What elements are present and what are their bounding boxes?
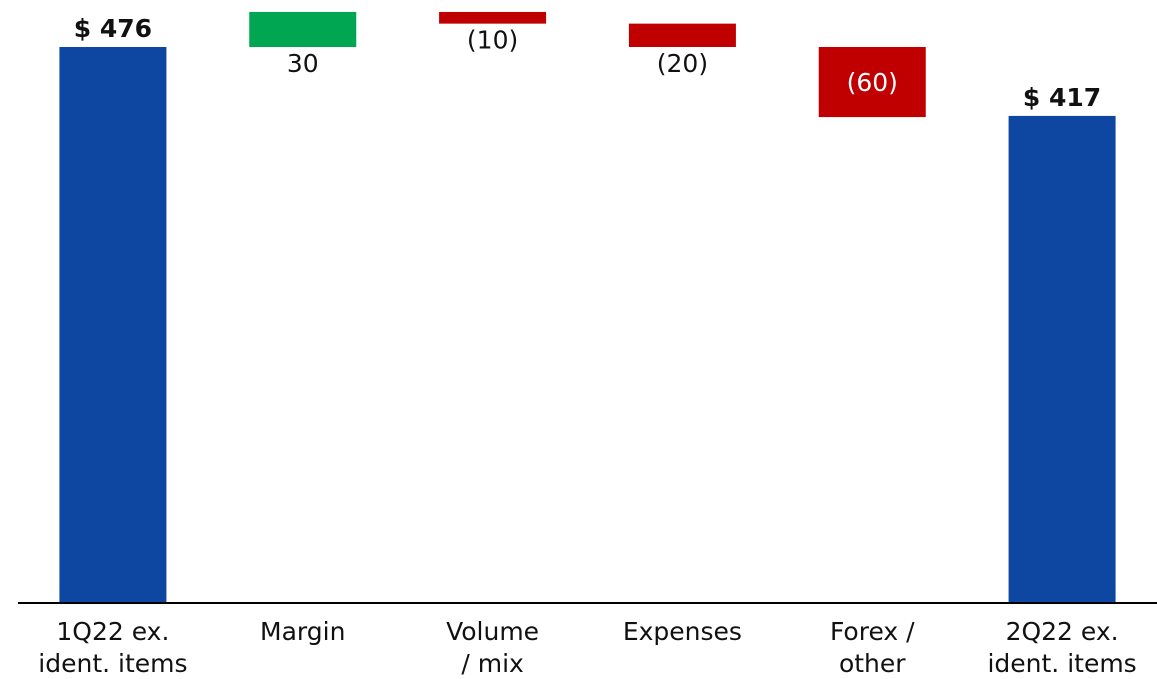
bar-3	[628, 23, 736, 47]
category-label-2-line-1: / mix	[461, 649, 523, 678]
data-label-1: 30	[287, 49, 319, 78]
category-labels-layer: 1Q22 ex. ident. items Margin Volume / mix Exp…	[38, 617, 1136, 678]
category-label-5-line-0: 2Q22 ex.	[1006, 617, 1119, 646]
bar-1	[249, 11, 357, 47]
category-label-4-line-1: other	[839, 649, 906, 678]
data-label-5: $ 417	[1023, 83, 1101, 112]
data-labels-layer: $ 476 30 (10) (20) (60) $ 417	[74, 14, 1101, 112]
data-label-2: (10)	[467, 26, 518, 55]
bar-5	[1008, 115, 1116, 604]
category-label-4-line-0: Forex /	[830, 617, 915, 646]
category-label-0-line-1: ident. items	[38, 649, 187, 678]
data-label-4: (60)	[847, 68, 898, 97]
category-label-0-line-0: 1Q22 ex.	[56, 617, 169, 646]
bars-layer	[59, 11, 1116, 604]
bar-4	[818, 47, 926, 118]
data-label-3: (20)	[657, 49, 708, 78]
category-label-3-line-0: Expenses	[623, 617, 742, 646]
bar-2	[439, 11, 547, 24]
bar-0	[59, 47, 167, 603]
data-label-0: $ 476	[74, 14, 152, 43]
category-label-5-line-1: ident. items	[987, 649, 1136, 678]
category-label-1-line-0: Margin	[260, 617, 345, 646]
category-label-2-line-0: Volume	[446, 617, 539, 646]
